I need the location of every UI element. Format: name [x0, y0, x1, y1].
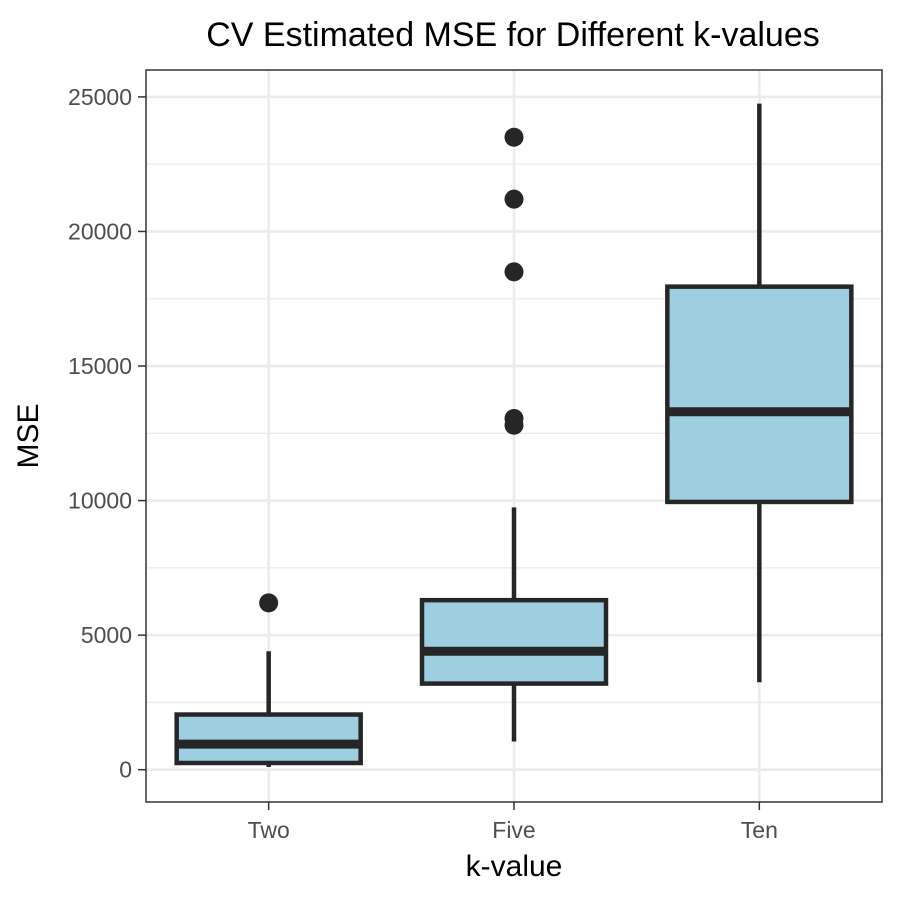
chart-title: CV Estimated MSE for Different k-values	[206, 16, 819, 54]
y-tick-label: 15000	[68, 353, 132, 379]
box-five	[419, 127, 609, 742]
x-tick-label: Two	[248, 817, 290, 843]
outlier-point	[504, 189, 524, 209]
iqr-box	[419, 597, 609, 686]
iqr-box	[665, 284, 854, 505]
box-two	[174, 593, 363, 768]
y-tick-label: 0	[119, 757, 132, 783]
y-tick-label: 20000	[68, 218, 132, 244]
y-axis-title: MSE	[12, 403, 45, 468]
y-axis: 0 5000 10000 15000 20000 25000	[68, 84, 146, 783]
iqr-box	[174, 712, 363, 766]
y-tick-label: 25000	[68, 84, 132, 110]
x-axis-title: k-value	[466, 850, 563, 883]
y-tick-label: 10000	[68, 488, 132, 514]
x-axis: Two Five Ten	[248, 802, 778, 843]
box-ten	[665, 103, 854, 683]
x-tick-label: Ten	[741, 817, 778, 843]
box-marks	[174, 103, 854, 768]
outlier-point	[504, 262, 524, 282]
outlier-point	[504, 409, 524, 429]
y-tick-label: 5000	[81, 622, 132, 648]
outlier-point	[259, 593, 279, 613]
outlier-point	[504, 127, 524, 147]
x-tick-label: Five	[492, 817, 535, 843]
